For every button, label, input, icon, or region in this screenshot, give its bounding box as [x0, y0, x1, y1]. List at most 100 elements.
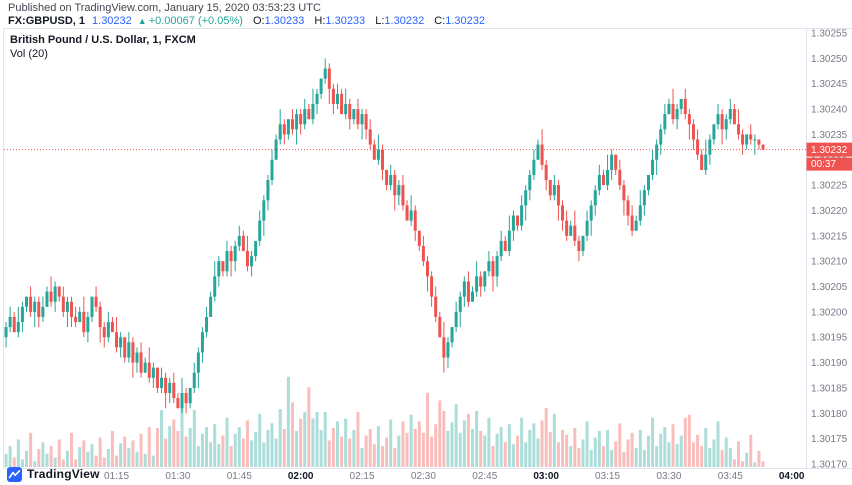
price-axis[interactable] — [806, 28, 852, 468]
candle-body — [106, 322, 110, 338]
candle-body — [618, 169, 622, 186]
candle-body — [307, 109, 311, 120]
volume-bar — [716, 421, 720, 467]
candle-body — [315, 93, 319, 104]
volume-bar — [352, 429, 356, 467]
volume-bar — [687, 414, 691, 467]
volume-bar — [380, 446, 384, 467]
candle-body — [712, 124, 716, 140]
volume-bar — [188, 428, 192, 467]
volume-bar — [667, 442, 671, 467]
volume-bar — [82, 440, 86, 467]
volume-bar — [471, 429, 475, 467]
volume-bar — [544, 408, 548, 467]
volume-bar — [270, 423, 274, 467]
volume-bar — [749, 434, 753, 467]
volume-bar — [552, 413, 556, 467]
volume-bar — [397, 435, 401, 467]
volume-bar — [311, 418, 315, 467]
volume-bar — [475, 410, 479, 467]
volume-bar — [655, 446, 659, 467]
candle-body — [335, 93, 339, 104]
candle-body — [471, 291, 475, 302]
volume-bar — [573, 428, 577, 467]
volume-bar — [45, 453, 49, 467]
candle-body — [610, 154, 614, 170]
candle-body — [245, 251, 249, 267]
candle-body — [638, 205, 642, 221]
candle-body — [458, 296, 462, 312]
price-axis-label: 1.30175 — [811, 434, 848, 445]
volume-bar — [180, 398, 184, 467]
time-axis-label: 03:15 — [595, 471, 620, 482]
candle-body — [646, 174, 650, 191]
candle-body — [200, 332, 204, 353]
volume-bar — [282, 429, 286, 467]
candle-body — [741, 134, 745, 145]
price-axis-label: 1.30170 — [811, 460, 848, 471]
volume-bar — [274, 438, 278, 467]
chart-legend-title[interactable]: British Pound / U.S. Dollar, 1, FXCM — [10, 34, 196, 46]
symbol-title[interactable]: FX:GBPUSD, 1 — [8, 15, 86, 27]
volume-bar — [704, 428, 708, 467]
candle-body — [368, 129, 372, 145]
candle-body — [757, 139, 761, 145]
candle-body — [8, 316, 12, 328]
volume-bar — [585, 421, 589, 467]
volume-bar — [29, 432, 33, 467]
candle-body — [417, 230, 421, 246]
price-axis-label: 1.30220 — [811, 206, 848, 217]
volume-bar — [160, 410, 164, 467]
price-axis-label: 1.30195 — [811, 333, 848, 344]
volume-bar — [12, 457, 16, 467]
volume-bar — [483, 435, 487, 467]
candle-body — [499, 240, 503, 257]
candle-body — [462, 281, 466, 297]
volume-bar — [642, 449, 646, 467]
volume-bar — [495, 433, 499, 467]
volume-bar — [135, 451, 139, 467]
candle-body — [278, 124, 282, 140]
candle-body — [241, 235, 245, 252]
volume-bar — [139, 433, 143, 467]
volume-bar — [614, 441, 618, 467]
volume-bar — [491, 446, 495, 467]
volume-bar — [691, 442, 695, 467]
volume-bar — [683, 417, 687, 467]
candle-body — [303, 109, 307, 125]
time-axis-label: 03:45 — [718, 471, 743, 482]
candle-body — [524, 190, 528, 206]
candle-body — [262, 200, 266, 221]
candle-body — [671, 103, 675, 120]
volume-bar — [303, 411, 307, 467]
candle-body — [516, 215, 520, 226]
candle-body — [172, 382, 176, 399]
candle-body — [155, 367, 159, 388]
volume-indicator-label[interactable]: Vol (20) — [10, 48, 48, 60]
volume-bar — [254, 431, 258, 467]
tradingview-logo[interactable]: TradingView — [7, 465, 100, 483]
candle-body — [282, 124, 286, 135]
volume-bar — [741, 461, 745, 467]
ohlc-open: O:1.30233 — [252, 15, 305, 27]
ohlc-low: L:1.30232 — [375, 15, 425, 27]
candle-body — [614, 154, 618, 170]
volume-bar — [630, 432, 634, 467]
candle-body — [352, 109, 356, 120]
candle-body — [745, 134, 749, 145]
volume-bar — [507, 424, 511, 467]
candle-body — [548, 180, 552, 196]
volume-bar — [458, 432, 462, 467]
candle-body — [323, 68, 327, 79]
candle-body — [577, 240, 581, 252]
candle-body — [29, 296, 33, 312]
candle-body — [209, 296, 213, 317]
candle-body — [221, 261, 225, 272]
time-axis-label: 01:45 — [227, 471, 252, 482]
candle-body — [687, 114, 691, 125]
candle-body — [20, 306, 24, 323]
volume-bar — [331, 428, 335, 467]
volume-bar — [315, 411, 319, 467]
volume-bar — [417, 421, 421, 467]
